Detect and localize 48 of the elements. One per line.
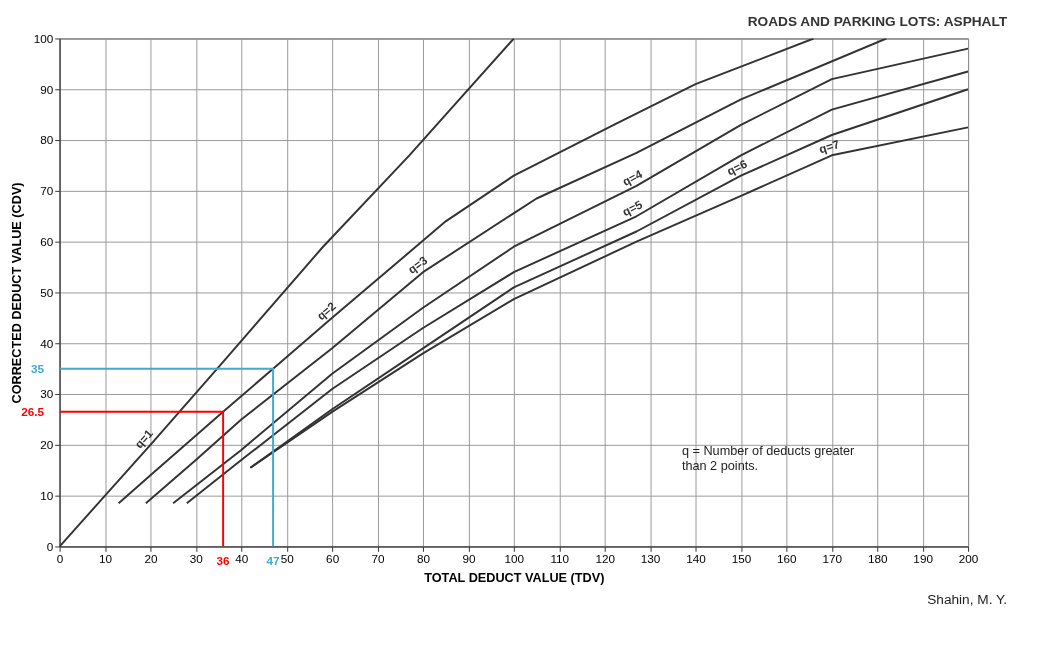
data-label: 35	[30, 361, 45, 375]
chart-title: ROADS AND PARKING LOTS: ASPHALT	[747, 13, 1008, 29]
x-tick-label: 30	[189, 551, 204, 565]
x-axis-title: TOTAL DEDUCT VALUE (TDV)	[424, 571, 605, 586]
y-tick-label: 70	[40, 184, 54, 198]
annotation: q = Number of deducts greater than 2 points.	[681, 443, 856, 474]
y-tick-label: 50	[40, 285, 54, 299]
annotation: 36	[216, 554, 231, 568]
text: q=4	[619, 166, 645, 189]
x-tick-label: 170	[822, 551, 843, 565]
x-tick-label: 100	[504, 551, 525, 565]
x-tick-label: 50	[280, 551, 295, 565]
x-tick-label: 150	[731, 551, 752, 565]
annotation: 47	[266, 554, 280, 568]
text: q=6	[724, 156, 750, 178]
x-tick-label: 70	[371, 551, 386, 565]
y-tick-label: 60	[40, 235, 54, 249]
y-tick-label: 10	[40, 489, 54, 503]
x-tick-label: 140	[686, 551, 707, 565]
x-tick-label: 160	[777, 551, 798, 565]
x-tick-label: 20	[144, 551, 158, 565]
x-tick-label: 110	[550, 551, 570, 565]
x-tick-label: 190	[913, 551, 934, 565]
y-tick-label: 80	[40, 133, 54, 147]
text: q=1	[131, 426, 156, 451]
y-tick-label: 40	[40, 336, 54, 350]
x-tick-label: 80	[416, 551, 431, 565]
text: q=3	[405, 252, 430, 276]
data-label: 26.5	[21, 404, 45, 418]
y-tick-label: 100	[33, 31, 54, 45]
y-tick-label: 0	[46, 539, 54, 553]
x-tick-label: 200	[958, 551, 979, 565]
x-tick-label: 130	[640, 551, 661, 565]
x-tick-label: 40	[235, 551, 249, 565]
text: Shahin, M. Y.	[927, 592, 1008, 608]
y-tick-label: 30	[40, 387, 54, 401]
x-tick-label: 10	[98, 551, 113, 565]
y-tick-label: 20	[40, 438, 54, 452]
x-tick-label: 90	[462, 551, 476, 565]
text: q=5	[620, 197, 645, 219]
x-tick-label: 120	[595, 551, 616, 565]
x-tick-label: 0	[56, 551, 64, 565]
y-axis-title: CORRECTED DEDUCT VALUE (CDV)	[9, 182, 24, 404]
y-tick-label: 90	[40, 82, 54, 96]
x-tick-label: 180	[867, 551, 888, 565]
text: q=2	[314, 298, 339, 323]
text: q=7	[817, 137, 841, 156]
x-tick-label: 60	[326, 551, 340, 565]
